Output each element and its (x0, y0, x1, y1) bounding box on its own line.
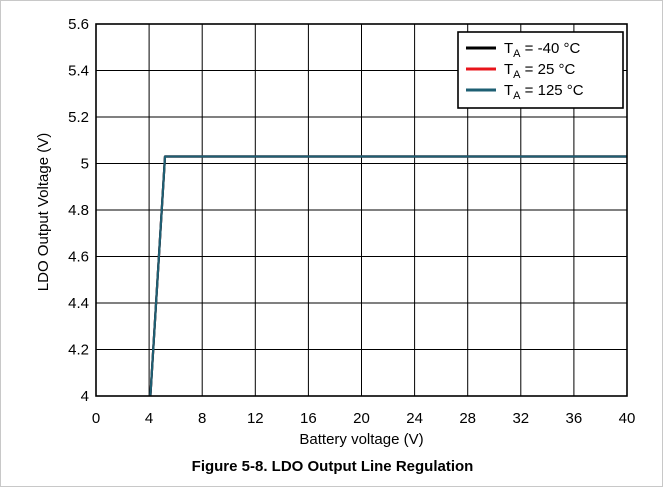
x-tick-label: 20 (353, 410, 370, 427)
y-tick-label: 5.6 (68, 16, 89, 33)
legend: TA = -40 °CTA = 25 °CTA = 125 °C (457, 31, 624, 109)
legend-label: TA = -40 °C (504, 40, 580, 60)
x-tick-label: 24 (406, 410, 423, 427)
x-tick-label: 40 (619, 410, 636, 427)
y-tick-label: 5.4 (68, 63, 89, 80)
x-tick-label: 16 (300, 410, 317, 427)
legend-label: TA = 125 °C (504, 82, 584, 102)
legend-label: TA = 25 °C (504, 61, 575, 81)
x-tick-label: 28 (459, 410, 476, 427)
x-tick-label: 8 (198, 410, 206, 427)
series-lines (149, 155, 627, 397)
y-tick-label: 4.2 (68, 342, 89, 359)
y-tick-label: 4.6 (68, 249, 89, 266)
series-line (149, 155, 627, 397)
y-tick-label: 5.2 (68, 109, 89, 126)
y-tick-label: 4.8 (68, 202, 89, 219)
y-tick-label: 5 (81, 156, 89, 173)
x-axis-title: Battery voltage (V) (299, 431, 423, 448)
series-line (149, 155, 627, 397)
y-axis-title: LDO Output Voltage (V) (35, 133, 52, 291)
x-tick-label: 32 (512, 410, 529, 427)
x-tick-label: 4 (145, 410, 153, 427)
x-tick-label: 36 (566, 410, 583, 427)
figure-caption: Figure 5-8. LDO Output Line Regulation (191, 458, 474, 475)
series-line (149, 155, 627, 397)
x-tick-label: 12 (247, 410, 264, 427)
y-tick-label: 4 (81, 388, 89, 405)
y-tick-label: 4.4 (68, 295, 89, 312)
y-tick-labels: 4 4.2 4.4 4.6 4.8 5 5.2 5.4 5.6 (68, 16, 89, 405)
plot-area-border (95, 23, 628, 397)
x-tick-labels: 0 4 8 12 16 20 24 28 32 36 40 (92, 410, 636, 427)
x-tick-label: 0 (92, 410, 100, 427)
